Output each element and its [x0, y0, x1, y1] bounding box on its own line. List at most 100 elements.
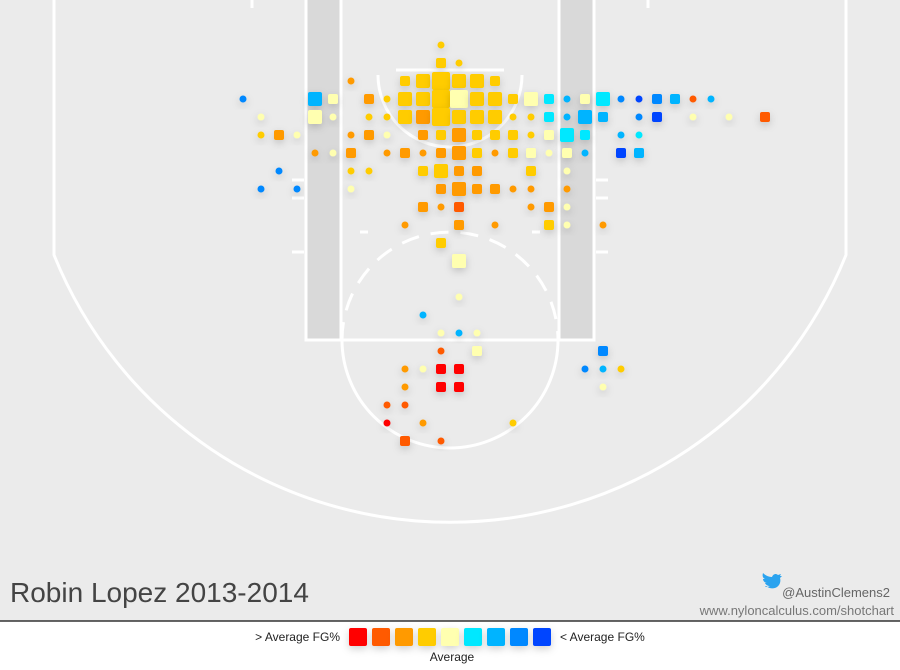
shot	[257, 113, 265, 121]
shot	[472, 148, 482, 158]
court-lines	[52, 0, 848, 524]
shot	[599, 221, 607, 229]
legend-left: > Average FG%	[255, 630, 340, 644]
legend-swatch	[372, 628, 390, 646]
shot	[454, 202, 464, 212]
shot	[450, 90, 468, 108]
shot	[452, 110, 466, 124]
shot	[400, 436, 410, 446]
shot	[432, 108, 450, 126]
shot	[508, 94, 518, 104]
shot	[563, 203, 571, 211]
shot	[434, 164, 448, 178]
shot	[563, 221, 571, 229]
shot	[416, 92, 430, 106]
shot	[452, 254, 466, 268]
shot	[454, 166, 464, 176]
shot	[416, 74, 430, 88]
shot	[652, 112, 662, 122]
shot	[398, 110, 412, 124]
shot	[436, 364, 446, 374]
shot	[452, 146, 466, 160]
legend-swatch	[533, 628, 551, 646]
shot	[437, 203, 445, 211]
legend-center: Average	[430, 650, 475, 664]
shot	[329, 113, 337, 121]
shot	[544, 130, 554, 140]
shot	[599, 383, 607, 391]
shot	[239, 95, 247, 103]
shots	[239, 41, 770, 446]
shot	[563, 95, 571, 103]
shot	[416, 110, 430, 124]
twitter-icon	[762, 573, 782, 589]
shot	[437, 41, 445, 49]
shot	[599, 365, 607, 373]
shot	[472, 184, 482, 194]
shot	[527, 131, 535, 139]
shot	[472, 346, 482, 356]
shot	[689, 113, 697, 121]
shot	[311, 149, 319, 157]
credit[interactable]: @AustinClemens2	[782, 585, 890, 600]
shot	[436, 382, 446, 392]
shot	[364, 94, 374, 104]
shot	[383, 131, 391, 139]
shot	[634, 148, 644, 158]
shot	[509, 419, 517, 427]
shot	[527, 113, 535, 121]
free-throw-circle-dashed	[340, 230, 560, 341]
shot	[581, 149, 589, 157]
shot	[544, 202, 554, 212]
shot	[419, 149, 427, 157]
shot	[616, 148, 626, 158]
shot	[347, 167, 355, 175]
legend-swatch	[418, 628, 436, 646]
shot	[509, 185, 517, 193]
shot	[419, 311, 427, 319]
shot	[329, 149, 337, 157]
shot	[383, 419, 391, 427]
shot	[293, 131, 301, 139]
shot	[400, 76, 410, 86]
shot	[635, 113, 643, 121]
shot	[383, 113, 391, 121]
shot	[524, 92, 538, 106]
shot	[488, 92, 502, 106]
shot	[275, 167, 283, 175]
shot	[398, 92, 412, 106]
shot	[257, 185, 265, 193]
shot	[617, 95, 625, 103]
restricted-area	[376, 74, 524, 149]
shot	[400, 148, 410, 158]
shot	[418, 166, 428, 176]
shot	[617, 365, 625, 373]
shot	[472, 166, 482, 176]
shot	[470, 74, 484, 88]
shot	[526, 148, 536, 158]
shot	[401, 221, 409, 229]
shot	[436, 130, 446, 140]
shot	[598, 112, 608, 122]
shot	[544, 94, 554, 104]
shot	[383, 95, 391, 103]
legend-right: < Average FG%	[560, 630, 645, 644]
shot	[635, 131, 643, 139]
shot	[635, 95, 643, 103]
shot	[491, 221, 499, 229]
url[interactable]: www.nyloncalculus.com/shotchart	[699, 603, 895, 618]
shot	[436, 184, 446, 194]
shot	[652, 94, 662, 104]
shot	[364, 130, 374, 140]
shot	[432, 90, 450, 108]
shot	[257, 131, 265, 139]
shot	[418, 130, 428, 140]
shot	[436, 238, 446, 248]
shot	[437, 437, 445, 445]
shot	[452, 74, 466, 88]
shot	[598, 346, 608, 356]
shot	[274, 130, 284, 140]
shot	[365, 167, 373, 175]
shot	[563, 185, 571, 193]
shot	[490, 130, 500, 140]
